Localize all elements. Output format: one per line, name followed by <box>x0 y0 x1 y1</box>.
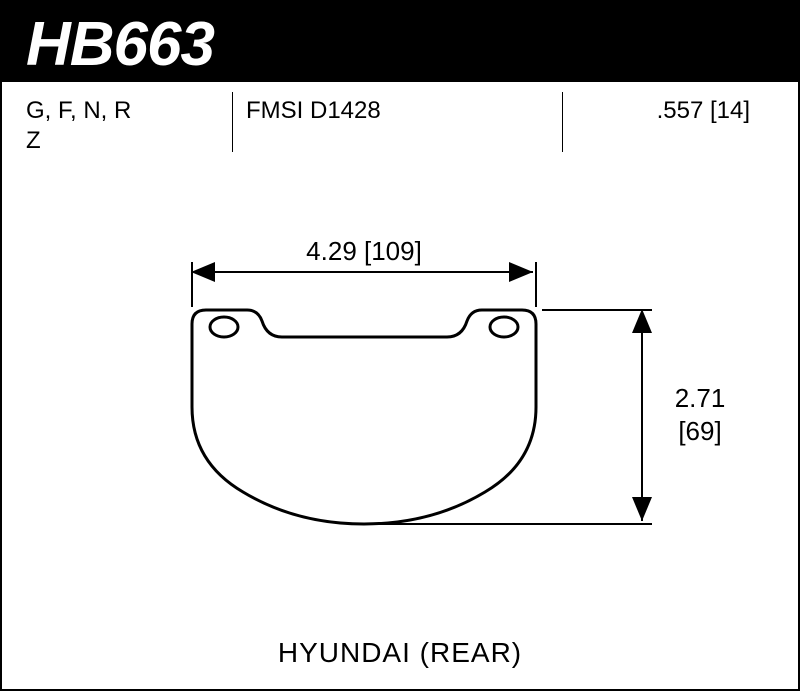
bolt-hole-right <box>490 317 518 337</box>
fmsi-cell: FMSI D1428 <box>222 82 552 162</box>
bolt-hole-left <box>210 317 238 337</box>
divider-2 <box>562 92 563 152</box>
diagram-svg: 4.29 [109] 2.71 [69] <box>2 162 800 692</box>
application-text: HYUNDAI (REAR) <box>278 637 522 668</box>
thickness-value: .557 [14] <box>657 97 750 124</box>
fmsi-code: FMSI D1428 <box>246 97 381 124</box>
height-label-top: 2.71 <box>675 383 726 413</box>
part-number-header: HB663 <box>2 2 798 82</box>
divider-1 <box>232 92 233 152</box>
thickness-cell: .557 [14] <box>552 82 798 162</box>
brake-pad-outline <box>192 310 536 524</box>
spec-sheet: HB663 G, F, N, R Z FMSI D1428 .557 [14] <box>0 0 800 691</box>
height-dimension: 2.71 [69] <box>374 310 725 524</box>
height-label-bottom: [69] <box>678 416 721 446</box>
part-number: HB663 <box>26 10 214 79</box>
compounds-line1: G, F, N, R <box>26 96 202 126</box>
specs-row: G, F, N, R Z FMSI D1428 .557 [14] <box>2 82 798 162</box>
compounds-cell: G, F, N, R Z <box>2 82 222 162</box>
width-dimension: 4.29 [109] <box>192 236 536 307</box>
width-label: 4.29 [109] <box>306 236 422 266</box>
compounds-line2: Z <box>26 126 202 156</box>
application-label: HYUNDAI (REAR) <box>2 637 798 669</box>
